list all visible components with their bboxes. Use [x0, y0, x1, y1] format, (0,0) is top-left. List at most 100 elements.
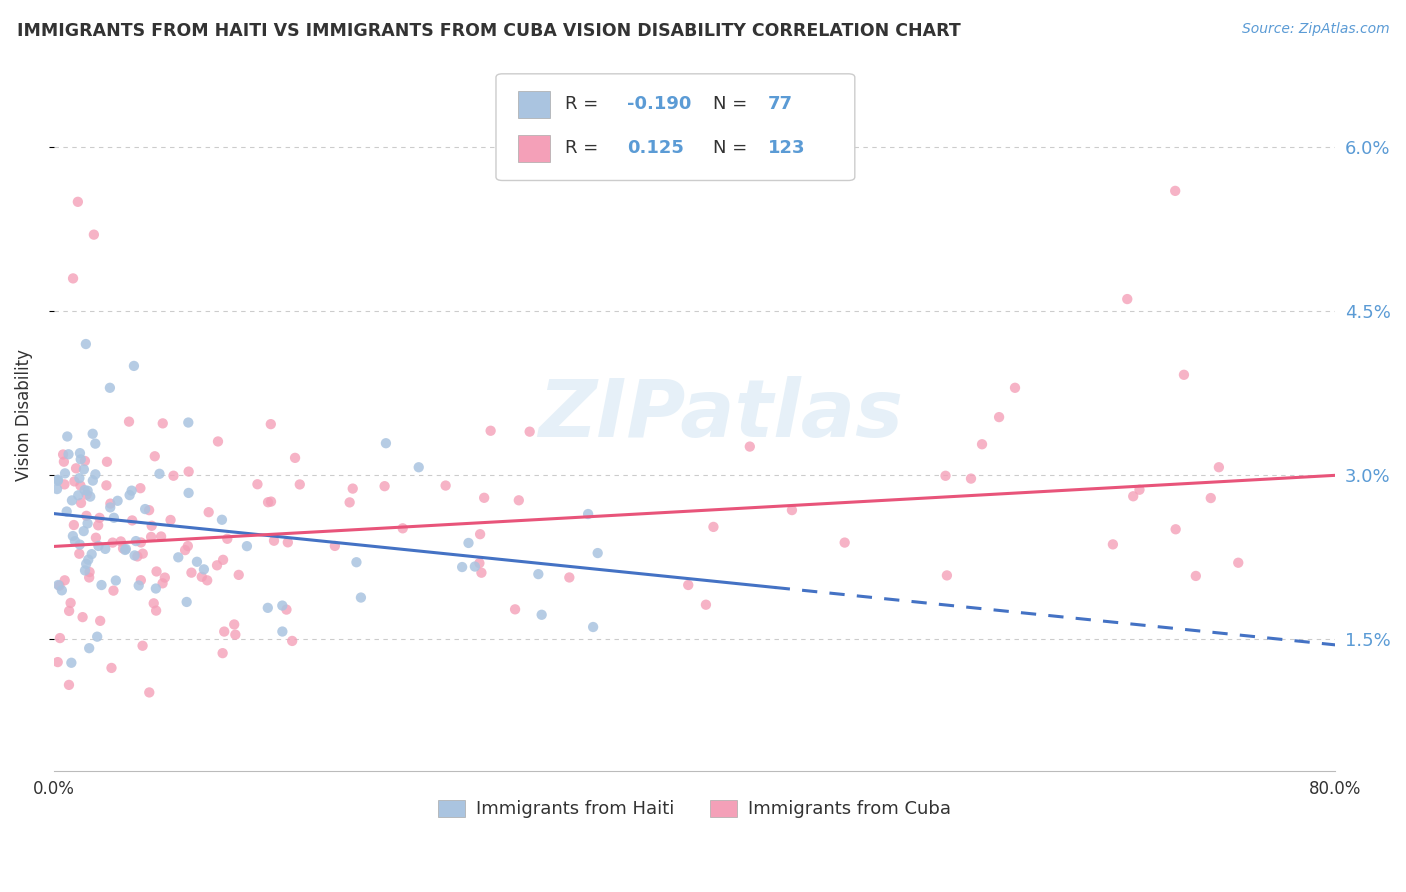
Point: [94, 541, 117, 556]
Point: [180, 566, 202, 580]
Text: R =: R =: [565, 95, 605, 113]
Point: [527, 567, 550, 582]
Point: [558, 570, 581, 584]
Legend: Immigrants from Haiti, Immigrants from Cuba: Immigrants from Haiti, Immigrants from C…: [430, 792, 959, 826]
Point: [1208, 460, 1230, 475]
Point: [1004, 381, 1026, 395]
Point: [193, 562, 215, 576]
Point: [159, 513, 181, 527]
Point: [350, 591, 373, 605]
Point: [53, 477, 76, 491]
Point: [62, 529, 84, 543]
Point: [451, 560, 474, 574]
Text: 0.125: 0.125: [627, 139, 683, 158]
Y-axis label: Vision Disability: Vision Disability: [15, 349, 32, 481]
Point: [1128, 483, 1150, 497]
Point: [128, 578, 150, 592]
Point: [174, 543, 197, 558]
Point: [479, 424, 502, 438]
Point: [52, 448, 75, 462]
Point: [256, 600, 278, 615]
Point: [60, 656, 83, 670]
Text: Source: ZipAtlas.com: Source: ZipAtlas.com: [1241, 22, 1389, 37]
Point: [90, 578, 112, 592]
Point: [145, 582, 167, 596]
Point: [271, 599, 294, 613]
Point: [72, 610, 94, 624]
Point: [738, 440, 761, 454]
Point: [186, 555, 208, 569]
Point: [69, 478, 91, 492]
Point: [150, 529, 173, 543]
Point: [66, 194, 89, 209]
Point: [271, 624, 294, 639]
Point: [69, 452, 91, 467]
Point: [702, 520, 724, 534]
Point: [115, 541, 138, 556]
Text: 77: 77: [768, 95, 793, 113]
Point: [77, 552, 100, 566]
Point: [148, 467, 170, 481]
Point: [112, 541, 135, 556]
Point: [342, 482, 364, 496]
Point: [87, 518, 110, 533]
Text: ZIPatlas: ZIPatlas: [537, 376, 903, 454]
Point: [75, 557, 97, 571]
Point: [82, 474, 104, 488]
Point: [224, 617, 246, 632]
Point: [67, 547, 90, 561]
Point: [80, 547, 103, 561]
Point: [139, 530, 162, 544]
Point: [63, 518, 86, 533]
Point: [470, 566, 492, 580]
Point: [143, 450, 166, 464]
Point: [69, 446, 91, 460]
Point: [65, 461, 87, 475]
Point: [1164, 522, 1187, 536]
Point: [100, 661, 122, 675]
Point: [73, 483, 96, 497]
Point: [586, 546, 609, 560]
Point: [89, 511, 111, 525]
Text: IMMIGRANTS FROM HAITI VS IMMIGRANTS FROM CUBA VISION DISABILITY CORRELATION CHAR: IMMIGRANTS FROM HAITI VS IMMIGRANTS FROM…: [17, 22, 960, 40]
Point: [284, 450, 307, 465]
Point: [46, 473, 69, 487]
Point: [780, 503, 803, 517]
Point: [56, 429, 79, 443]
Point: [464, 559, 486, 574]
FancyBboxPatch shape: [517, 91, 550, 118]
Point: [121, 483, 143, 498]
Point: [63, 534, 86, 549]
Text: N =: N =: [713, 95, 752, 113]
Point: [391, 521, 413, 535]
Point: [195, 574, 218, 588]
Point: [1227, 556, 1250, 570]
Point: [582, 620, 605, 634]
Point: [58, 678, 80, 692]
Point: [676, 578, 699, 592]
Point: [152, 417, 174, 431]
Point: [79, 565, 101, 579]
Point: [281, 634, 304, 648]
Point: [75, 508, 97, 523]
Point: [576, 507, 599, 521]
Point: [131, 639, 153, 653]
Point: [162, 468, 184, 483]
Point: [48, 579, 70, 593]
Point: [69, 538, 91, 552]
Point: [129, 535, 152, 549]
Point: [177, 486, 200, 500]
Point: [53, 574, 76, 588]
Point: [76, 483, 98, 498]
Point: [77, 641, 100, 656]
Point: [960, 472, 983, 486]
Point: [53, 467, 76, 481]
Point: [211, 646, 233, 660]
Point: [177, 465, 200, 479]
Point: [77, 570, 100, 584]
Point: [96, 478, 118, 492]
Point: [260, 494, 283, 508]
Point: [1102, 537, 1125, 551]
Point: [46, 655, 69, 669]
Point: [49, 631, 72, 645]
